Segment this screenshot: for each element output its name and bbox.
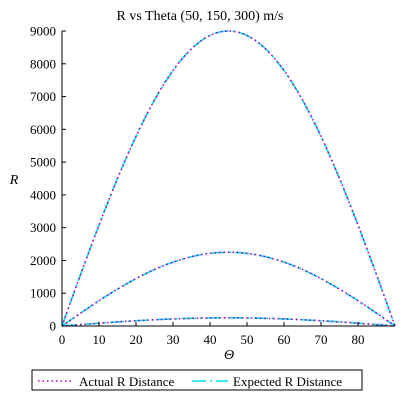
y-tick-label: 0 [50,319,57,334]
x-tick-label: 60 [278,332,291,347]
x-tick-label: 0 [59,332,66,347]
plot-lines [61,30,396,327]
y-axis-label: R [9,173,19,188]
actual-r-distance-line-150 [61,251,396,327]
expected-r-distance-line-50 [61,317,396,327]
y-tick-label: 8000 [30,56,56,71]
legend-label-expected: Expected R Distance [233,374,342,389]
legend: Actual R Distance Expected R Distance [31,369,363,391]
x-tick-label: 40 [204,332,217,347]
x-tick-label: 30 [167,332,180,347]
legend-label-actual: Actual R Distance [79,374,175,389]
x-ticks: 0 10 20 30 40 50 60 70 80 [59,322,365,347]
actual-r-distance-line-300 [61,30,396,327]
x-axis-label: Θ [224,348,234,363]
x-tick-label: 10 [93,332,106,347]
chart-title: R vs Theta (50, 150, 300) m/s [117,9,284,24]
y-ticks: 0 1000 2000 3000 4000 5000 6000 7000 8000 9000 [30,24,66,334]
y-tick-label: 1000 [30,286,56,301]
expected-r-distance-line-150 [61,251,396,327]
x-tick-label: 70 [315,332,328,347]
x-tick-label: 50 [241,332,254,347]
y-tick-label: 2000 [30,253,56,268]
y-tick-label: 3000 [30,220,56,235]
y-tick-label: 6000 [30,122,56,137]
expected-r-distance-line-300 [61,30,396,327]
legend-box [31,369,363,391]
y-tick-label: 4000 [30,187,56,202]
y-tick-label: 7000 [30,89,56,104]
y-tick-label: 5000 [30,155,56,170]
y-tick-label: 9000 [30,24,56,39]
x-tick-label: 20 [130,332,143,347]
x-tick-label: 80 [352,332,365,347]
actual-r-distance-line-50 [61,317,396,327]
